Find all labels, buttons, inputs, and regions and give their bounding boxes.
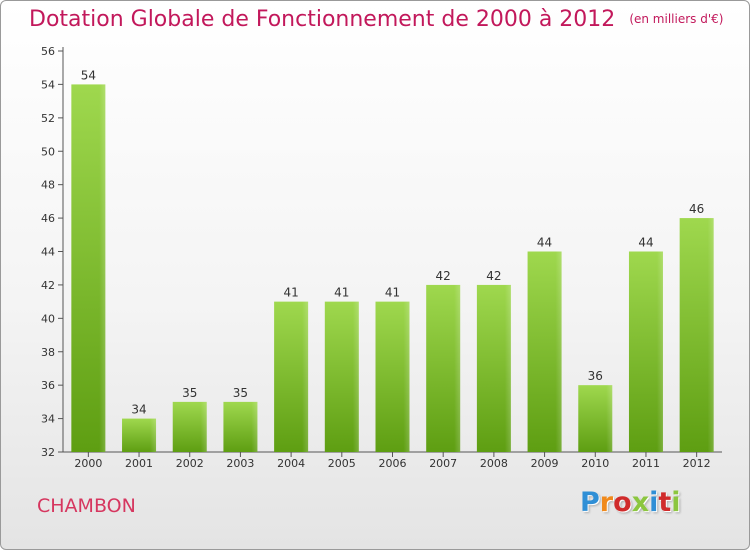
bar-highlight xyxy=(606,385,613,452)
value-label-2009: 44 xyxy=(537,236,552,250)
y-tick-label: 32 xyxy=(41,446,55,459)
bar-highlight xyxy=(454,284,461,452)
town-name: CHAMBON xyxy=(37,495,136,517)
bar-highlight xyxy=(352,301,359,452)
value-label-2005: 41 xyxy=(334,286,349,300)
bar-highlight xyxy=(656,251,663,452)
y-tick-label: 34 xyxy=(41,413,55,426)
value-label-2000: 54 xyxy=(81,68,96,82)
y-tick-label: 42 xyxy=(41,279,55,292)
bar-highlight xyxy=(403,301,410,452)
value-label-2007: 42 xyxy=(436,269,451,283)
bar-highlight xyxy=(251,401,258,452)
value-label-2012: 46 xyxy=(689,202,704,216)
bars xyxy=(71,84,714,453)
bar-highlight xyxy=(707,218,714,452)
x-tick-label: 2011 xyxy=(632,457,660,470)
value-labels: 54 34 35 35 41 41 41 42 42 44 36 44 46 xyxy=(81,68,705,416)
bar-highlight xyxy=(99,84,106,453)
bar-highlight xyxy=(504,284,511,452)
y-tick-label: 38 xyxy=(41,346,55,359)
y-tick-label: 40 xyxy=(41,312,55,325)
value-label-2001: 34 xyxy=(131,403,146,417)
bar-highlight xyxy=(555,251,562,452)
x-tick-label: 2004 xyxy=(277,457,305,470)
y-tick-label: 44 xyxy=(41,246,55,259)
value-label-2002: 35 xyxy=(182,386,197,400)
y-tick-label: 54 xyxy=(41,78,55,91)
x-tick-label: 2008 xyxy=(480,457,508,470)
x-tick-label: 2006 xyxy=(379,457,407,470)
x-tick-label: 2001 xyxy=(125,457,153,470)
y-tick-label: 52 xyxy=(41,112,55,125)
x-tick-label: 2012 xyxy=(683,457,711,470)
chart-subtitle: (en milliers d'€) xyxy=(629,12,724,26)
proxiti-logo: Proxiti xyxy=(580,487,681,518)
x-tick-label: 2000 xyxy=(74,457,102,470)
value-label-2010: 36 xyxy=(588,369,603,383)
axes: 32 34 36 38 40 42 44 46 48 50 52 54 56 2000 2001 2002 20… xyxy=(41,45,722,470)
value-label-2003: 35 xyxy=(233,386,248,400)
bar-highlight xyxy=(200,401,207,452)
bar-highlight xyxy=(302,301,309,452)
chart-title-text: Dotation Globale de Fonctionnement de 20… xyxy=(29,7,616,32)
x-tick-label: 2009 xyxy=(531,457,559,470)
x-tick-label: 2005 xyxy=(328,457,356,470)
value-label-2008: 42 xyxy=(486,269,501,283)
x-tick-label: 2002 xyxy=(176,457,204,470)
x-tick-label: 2007 xyxy=(429,457,457,470)
x-tick-label: 2003 xyxy=(226,457,254,470)
value-label-2006: 41 xyxy=(385,286,400,300)
value-label-2011: 44 xyxy=(638,236,653,250)
value-label-2004: 41 xyxy=(283,286,298,300)
x-tick-label: 2010 xyxy=(581,457,609,470)
y-tick-label: 50 xyxy=(41,145,55,158)
bar-highlight xyxy=(150,418,157,452)
y-tick-label: 46 xyxy=(41,212,55,225)
y-tick-label: 36 xyxy=(41,379,55,392)
chart-title: Dotation Globale de Fonctionnement de 20… xyxy=(29,7,723,32)
y-tick-label: 56 xyxy=(41,45,55,58)
y-tick-label: 48 xyxy=(41,179,55,192)
